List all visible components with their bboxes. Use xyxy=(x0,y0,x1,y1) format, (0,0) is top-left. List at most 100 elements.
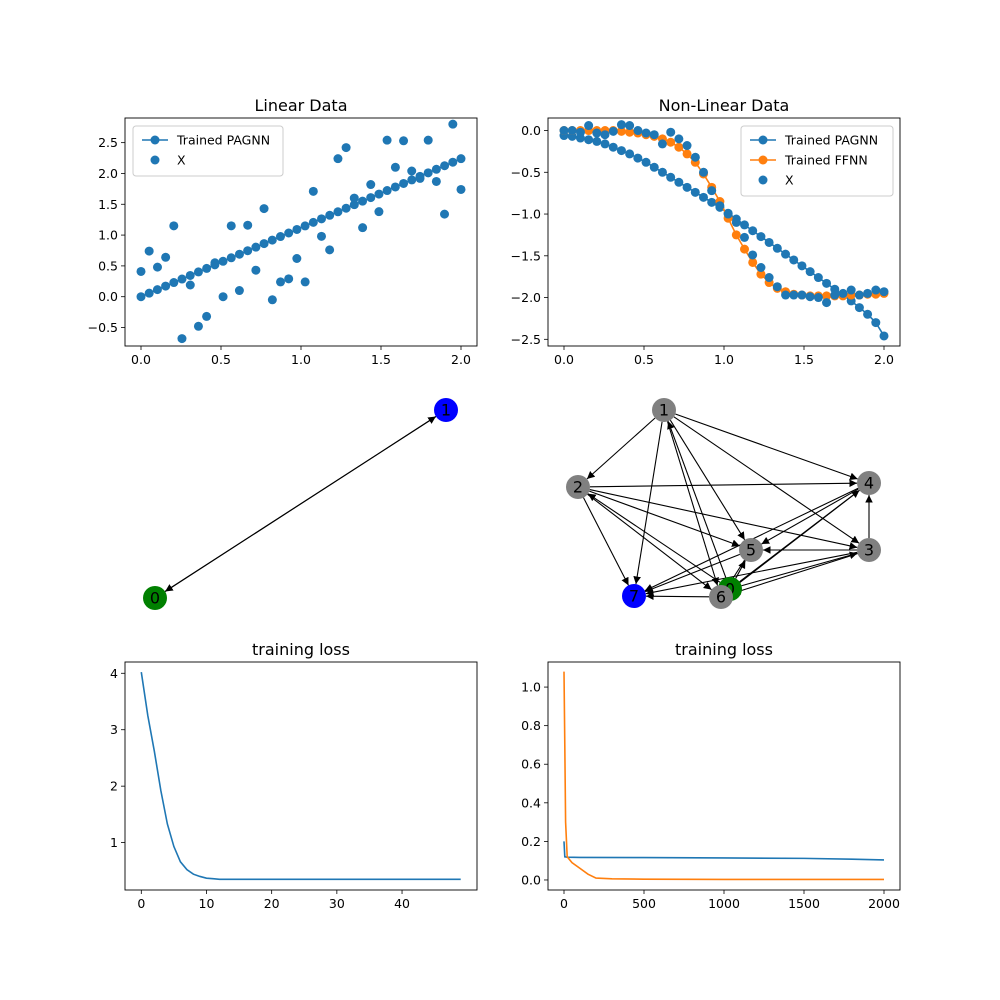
x-point xyxy=(764,273,774,283)
y-tick-label: 0.0 xyxy=(521,872,541,887)
node-4 xyxy=(857,471,881,495)
trained-pagnn-marker xyxy=(690,187,700,197)
edge-0-2 xyxy=(587,493,721,583)
x-point xyxy=(748,250,758,260)
trained-pagnn-marker xyxy=(243,246,253,256)
node-2 xyxy=(566,475,590,499)
x-point xyxy=(308,186,318,196)
x-point xyxy=(358,223,368,233)
trained-pagnn-marker xyxy=(407,175,417,185)
x-point xyxy=(243,220,253,230)
x-point xyxy=(699,167,709,177)
non-linear-data-panel: Non-Linear Data 0.0 0.5 1.0 1.5 2.0 −2.5 −2.0 −1… xyxy=(511,96,901,367)
edge-2-5 xyxy=(589,490,740,547)
x-point xyxy=(259,204,269,214)
x-point xyxy=(349,193,359,203)
trained-pagnn-marker xyxy=(649,162,659,172)
linear-network-graph: 01 xyxy=(143,398,458,610)
x-point xyxy=(707,186,717,196)
trained-pagnn-marker xyxy=(674,177,684,187)
trained-pagnn-marker xyxy=(325,210,335,220)
x-point xyxy=(218,292,228,302)
trained-pagnn-marker xyxy=(275,232,285,242)
legend-marker xyxy=(758,175,768,185)
trained-pagnn-marker xyxy=(740,220,750,230)
trained-pagnn-marker xyxy=(584,135,594,145)
trained-ffnn-marker xyxy=(740,244,750,254)
edge-0-4 xyxy=(739,489,860,583)
x-tick-label: 20 xyxy=(264,896,280,911)
x-point xyxy=(830,290,840,300)
edge-1-0 xyxy=(164,416,437,592)
edges xyxy=(164,416,437,592)
x-point xyxy=(202,311,212,321)
y-tick-label: −2.0 xyxy=(511,290,541,305)
x-point xyxy=(633,126,643,136)
x-point xyxy=(267,295,277,305)
legend: Trained PAGNN X xyxy=(132,125,284,177)
trained-pagnn-marker xyxy=(267,235,277,245)
x-point xyxy=(448,119,458,129)
x-tick-label: 500 xyxy=(632,896,656,911)
trained-pagnn-marker xyxy=(193,267,203,277)
x-point xyxy=(276,277,286,287)
trained-pagnn-marker xyxy=(456,154,466,164)
edge-2-4 xyxy=(589,479,858,488)
y-tick-label: −0.5 xyxy=(511,165,541,180)
series-0-line xyxy=(563,841,885,861)
x-tick-label: 1500 xyxy=(788,896,820,911)
trained-pagnn-marker xyxy=(185,270,195,280)
x-point xyxy=(559,126,569,136)
x-point xyxy=(575,127,585,137)
plot-area xyxy=(140,672,461,881)
trained-pagnn-marker xyxy=(592,136,602,146)
node-label-1: 1 xyxy=(441,401,451,420)
legend: Trained PAGNN Trained FFNN X xyxy=(740,125,894,197)
edge-1-7 xyxy=(633,421,663,585)
node-5 xyxy=(739,538,763,562)
node-label-0: 0 xyxy=(150,589,160,608)
x-tick-label: 0 xyxy=(137,896,145,911)
x-point xyxy=(423,135,433,145)
y-tick-label: 0.5 xyxy=(98,258,118,273)
trained-pagnn-marker xyxy=(748,226,758,236)
trained-pagnn-marker xyxy=(797,261,807,271)
trained-pagnn-marker xyxy=(431,164,441,174)
x-point xyxy=(731,217,741,227)
y-tick-label: 1 xyxy=(110,835,118,850)
trained-pagnn-marker xyxy=(423,168,433,178)
x-tick-label: 1000 xyxy=(708,896,740,911)
x-point xyxy=(292,253,302,263)
trained-pagnn-marker xyxy=(641,157,651,167)
edge-2-3 xyxy=(589,489,858,550)
x-point xyxy=(863,288,873,298)
x-point xyxy=(210,258,220,268)
legend-marker xyxy=(758,155,768,165)
trained-pagnn-marker xyxy=(399,178,409,188)
trained-pagnn-marker xyxy=(616,146,626,156)
trained-pagnn-marker xyxy=(764,237,774,247)
x-point xyxy=(805,292,815,302)
x-point xyxy=(797,290,807,300)
x-point xyxy=(879,287,889,297)
x-point xyxy=(641,128,651,138)
x-tick-label: 1.0 xyxy=(291,352,311,367)
x-point xyxy=(226,221,236,231)
linear-data-panel: Linear Data 0.0 0.5 1.0 1.5 2.0 −0.5 0.0 0.5 1.0 1… xyxy=(88,96,478,367)
trained-ffnn-marker xyxy=(682,149,692,159)
trained-pagnn-marker xyxy=(608,142,618,152)
x-tick-label: 2000 xyxy=(868,896,900,911)
y-tick-label: 2.0 xyxy=(98,166,118,181)
trained-pagnn-marker xyxy=(292,224,302,234)
x-tick-label: 1.5 xyxy=(794,352,814,367)
node-label-4: 4 xyxy=(864,474,874,493)
node-0 xyxy=(143,586,167,610)
legend-box xyxy=(740,125,894,197)
trained-pagnn-marker xyxy=(781,249,791,259)
node-label-1: 1 xyxy=(659,401,669,420)
x-point xyxy=(366,180,376,190)
chart-title: training loss xyxy=(675,640,773,659)
y-tick-label: 0.0 xyxy=(521,123,541,138)
node-label-6: 6 xyxy=(716,588,726,607)
x-point xyxy=(169,221,179,231)
